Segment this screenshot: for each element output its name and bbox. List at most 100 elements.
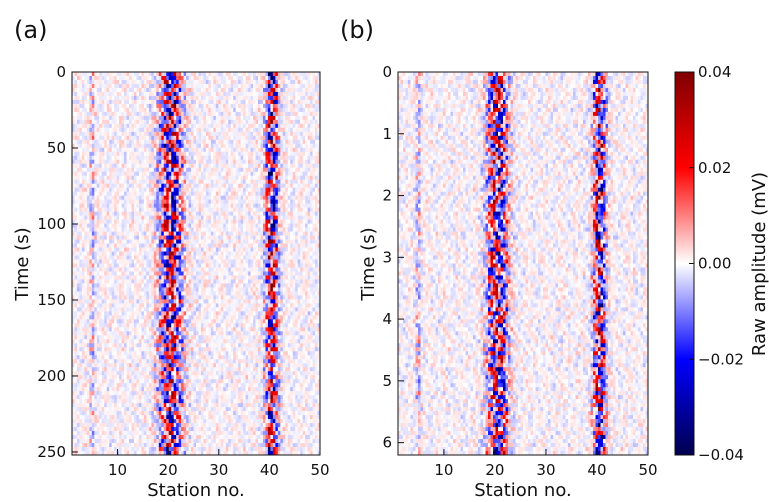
- heatmap-cell: [124, 111, 127, 117]
- heatmap-cell: [161, 99, 165, 105]
- heatmap-cell: [280, 131, 284, 137]
- heatmap-cell: [89, 75, 93, 81]
- heatmap-cell: [282, 211, 286, 216]
- heatmap-cell: [280, 191, 284, 197]
- heatmap-cell: [176, 203, 179, 208]
- heatmap-cell: [200, 203, 204, 208]
- heatmap-cell: [74, 72, 78, 77]
- heatmap-cell: [243, 243, 246, 248]
- heatmap-cell: [248, 99, 251, 105]
- heatmap-cell: [292, 231, 296, 236]
- heatmap-cell: [178, 167, 182, 173]
- heatmap-cell: [163, 203, 167, 208]
- heatmap-cell: [302, 155, 306, 161]
- panel-label-a: (a): [14, 16, 47, 44]
- heatmap-cell: [243, 99, 246, 105]
- heatmap-cell: [243, 207, 246, 212]
- heatmap-cell: [196, 91, 199, 97]
- heatmap-cell: [171, 147, 175, 153]
- heatmap-cell: [156, 259, 160, 264]
- heatmap-cell: [161, 91, 165, 97]
- heatmap-cell: [307, 167, 311, 173]
- heatmap-cell: [305, 199, 308, 205]
- heatmap-cell: [186, 99, 189, 105]
- heatmap-cell: [96, 191, 100, 197]
- heatmap-cell: [81, 99, 85, 105]
- heatmap-cell: [272, 83, 276, 89]
- heatmap-cell: [260, 72, 264, 77]
- heatmap-cell: [277, 131, 281, 137]
- heatmap-cell: [74, 95, 78, 101]
- heatmap-cell: [280, 183, 284, 189]
- heatmap-cell: [272, 111, 276, 117]
- heatmap-cell: [248, 151, 251, 157]
- heatmap-cell: [89, 115, 93, 121]
- heatmap-cell: [290, 147, 294, 153]
- heatmap-cell: [196, 267, 199, 272]
- heatmap-cell: [134, 87, 137, 93]
- heatmap-cell: [81, 95, 85, 101]
- heatmap-cell: [262, 139, 266, 145]
- heatmap-cell: [292, 127, 296, 133]
- heatmap-cell: [91, 235, 95, 240]
- heatmap-cell: [317, 195, 321, 201]
- heatmap-cell: [91, 227, 95, 232]
- heatmap-cell: [76, 175, 80, 181]
- heatmap-cell: [76, 123, 80, 129]
- heatmap-cell: [290, 231, 294, 236]
- heatmap-cell: [168, 111, 172, 117]
- heatmap-cell: [124, 235, 127, 240]
- heatmap-cell: [277, 83, 281, 89]
- heatmap-cell: [99, 87, 103, 93]
- heatmap-cell: [255, 91, 259, 97]
- heatmap-cell: [262, 267, 266, 272]
- heatmap-cell: [205, 243, 209, 248]
- heatmap-cell: [151, 183, 155, 189]
- heatmap-cell: [143, 167, 147, 173]
- heatmap-cell: [91, 171, 95, 177]
- heatmap-cell: [233, 251, 237, 256]
- heatmap-cell: [76, 195, 80, 201]
- heatmap-cell: [295, 119, 299, 125]
- heatmap-cell: [171, 267, 175, 272]
- heatmap-cell: [255, 163, 259, 169]
- heatmap-cell: [196, 195, 199, 201]
- heatmap-cell: [106, 171, 110, 177]
- heatmap-cell: [238, 163, 241, 169]
- heatmap-cell: [111, 235, 115, 240]
- heatmap-cell: [104, 72, 108, 77]
- heatmap-cell: [72, 99, 75, 105]
- heatmap-cell: [72, 223, 75, 228]
- heatmap-cell: [243, 75, 246, 81]
- heatmap-cell: [183, 187, 187, 193]
- heatmap-cell: [109, 227, 113, 232]
- heatmap-cell: [200, 251, 204, 256]
- heatmap-cell: [238, 159, 241, 165]
- heatmap-cell: [277, 135, 281, 141]
- heatmap-cell: [198, 215, 202, 220]
- heatmap-cell: [290, 243, 294, 248]
- heatmap-cell: [81, 111, 85, 117]
- heatmap-cell: [168, 215, 172, 220]
- heatmap-cell: [158, 75, 162, 81]
- heatmap-cell: [91, 231, 95, 236]
- heatmap-cell: [153, 227, 157, 232]
- heatmap-cell: [250, 247, 254, 252]
- heatmap-cell: [200, 155, 204, 161]
- heatmap-cell: [302, 195, 306, 201]
- heatmap-cell: [255, 111, 259, 117]
- heatmap-cell: [163, 91, 167, 97]
- heatmap-cell: [277, 263, 281, 268]
- heatmap-cell: [253, 243, 256, 248]
- heatmap-cell: [287, 263, 291, 268]
- heatmap-cell: [188, 219, 192, 224]
- heatmap-cell: [215, 243, 219, 248]
- heatmap-cell: [248, 147, 251, 153]
- heatmap-cell: [213, 167, 217, 173]
- heatmap-cell: [153, 103, 157, 109]
- heatmap-cell: [245, 107, 249, 113]
- heatmap-cell: [248, 211, 251, 216]
- heatmap-cell: [282, 115, 286, 121]
- heatmap-cell: [168, 159, 172, 165]
- heatmap-cell: [178, 155, 182, 161]
